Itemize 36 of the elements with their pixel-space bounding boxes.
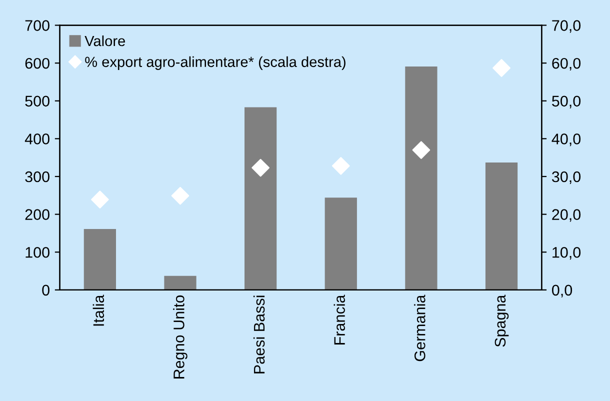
point bbox=[492, 59, 510, 77]
bar bbox=[324, 198, 357, 290]
y-tick-label: 0 bbox=[42, 284, 50, 296]
y2-tick-label: 70,0 bbox=[552, 20, 581, 33]
x-tick-label: Regno Unito bbox=[173, 295, 188, 378]
bar bbox=[405, 66, 438, 290]
bar bbox=[485, 162, 518, 290]
bar bbox=[84, 229, 116, 290]
bar bbox=[244, 107, 277, 290]
x-tick-label: Paesi Bassi bbox=[253, 296, 265, 374]
point bbox=[252, 158, 270, 177]
y2-tick-label: 40,0 bbox=[552, 134, 581, 146]
x-tick-label: Italia bbox=[92, 294, 104, 326]
y-tick-label: 700 bbox=[25, 20, 50, 31]
x-tick-label: Francia bbox=[334, 294, 345, 344]
y-tick-label: 100 bbox=[26, 246, 50, 258]
y2-tick-label: 30,0 bbox=[552, 171, 581, 184]
x-tick-label: Germania bbox=[414, 294, 426, 362]
y-tick-label: 500 bbox=[25, 96, 50, 107]
y-tick-label: 200 bbox=[25, 209, 50, 220]
y2-tick-label: 0,0 bbox=[552, 284, 572, 298]
y-tick-label: 300 bbox=[25, 171, 50, 182]
y2-tick-label: 20,0 bbox=[552, 209, 581, 222]
point bbox=[332, 157, 350, 175]
legend-label: % export agro-alimentare* (scala destra) bbox=[85, 56, 346, 70]
bar bbox=[164, 276, 196, 290]
y2-tick-label: 50,0 bbox=[552, 96, 581, 108]
point bbox=[171, 186, 190, 205]
point bbox=[91, 190, 109, 208]
y-tick-label: 400 bbox=[24, 134, 50, 144]
legend-label: Valore bbox=[84, 35, 126, 46]
x-tick-label: Spagna bbox=[494, 294, 509, 347]
point bbox=[412, 141, 430, 159]
y2-tick-label: 60,0 bbox=[552, 58, 581, 71]
y-tick-label: 600 bbox=[25, 58, 50, 69]
y2-tick-label: 10,0 bbox=[552, 246, 581, 260]
